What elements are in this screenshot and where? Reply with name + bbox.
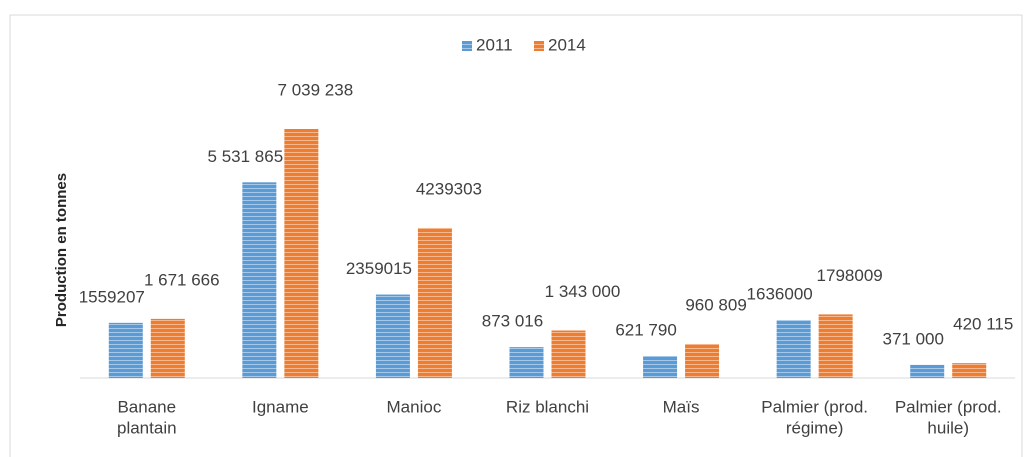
legend-swatch [534,41,544,51]
data-label: 1 671 666 [144,270,220,289]
data-label: 371 000 [882,329,943,348]
data-label: 1636000 [747,285,813,304]
bar [242,182,277,378]
x-tick-label: huile) [927,418,969,437]
bar [818,314,853,378]
bar [108,322,143,378]
bar [375,294,410,378]
legend-swatch [462,41,472,51]
data-label: 1559207 [79,287,145,306]
data-label: 873 016 [482,312,543,331]
bar [417,228,452,378]
data-label: 5 531 865 [208,147,284,166]
data-label: 4239303 [416,180,482,199]
bar [952,363,987,378]
x-tick-label: Banane [117,397,176,416]
data-label: 1 343 000 [545,282,621,301]
data-label: 621 790 [615,320,676,339]
data-label: 960 809 [685,295,746,314]
x-tick-label: Maïs [663,397,700,416]
x-tick-label: Igname [252,397,309,416]
x-tick-label: Palmier (prod. [895,397,1002,416]
bar [685,344,720,378]
data-label: 1798009 [817,266,883,285]
legend-label: 2014 [548,35,586,54]
x-tick-label: Riz blanchi [506,397,589,416]
data-label: 2359015 [346,259,412,278]
bar [643,356,678,378]
data-label: 7 039 238 [278,80,354,99]
legend-label: 2011 [476,35,513,54]
bar [509,347,544,378]
x-tick-label: Manioc [387,397,442,416]
chart-frame [9,14,1023,457]
y-axis-label: Production en tonnes [53,173,70,327]
data-label: 420 115 [953,315,1013,334]
bar [551,330,586,378]
bar [150,318,185,378]
x-tick-label: régime) [786,418,844,437]
bar [910,364,945,378]
x-tick-label: plantain [117,418,177,437]
x-tick-label: Palmier (prod. [761,397,868,416]
bar [776,320,811,378]
bar [284,128,319,378]
